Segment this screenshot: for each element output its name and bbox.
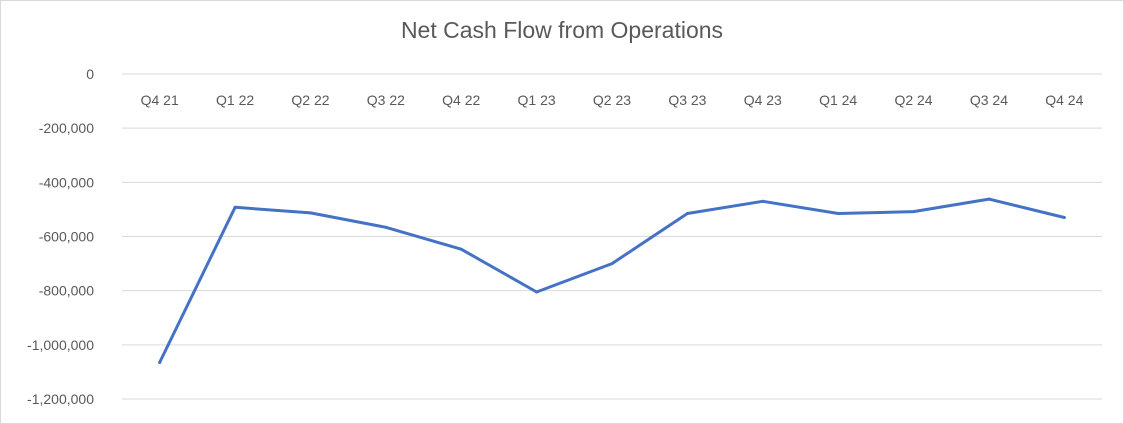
data-point — [158, 360, 162, 364]
data-point — [836, 211, 840, 215]
x-tick-label: Q1 24 — [819, 92, 857, 108]
y-tick-label: -1,000,000 — [27, 337, 94, 353]
data-point — [912, 210, 916, 214]
x-tick-label: Q2 22 — [291, 92, 329, 108]
series-line — [158, 197, 1066, 364]
x-tick-label: Q3 23 — [668, 92, 706, 108]
x-tick-label: Q1 22 — [216, 92, 254, 108]
y-tick-label: -400,000 — [39, 174, 94, 190]
data-point — [610, 262, 614, 266]
x-tick-label: Q4 22 — [442, 92, 480, 108]
data-point — [987, 197, 991, 201]
x-tick-label: Q4 23 — [744, 92, 782, 108]
data-point — [308, 211, 312, 215]
y-tick-label: -200,000 — [39, 120, 94, 136]
x-tick-label: Q4 21 — [141, 92, 179, 108]
y-tick-label: 0 — [86, 66, 94, 82]
y-tick-label: -600,000 — [39, 229, 94, 245]
data-point — [761, 199, 765, 203]
y-tick-label: -1,200,000 — [27, 391, 94, 407]
x-tick-label: Q3 24 — [970, 92, 1008, 108]
x-tick-label: Q2 24 — [894, 92, 932, 108]
data-point — [535, 290, 539, 294]
x-tick-label: Q3 22 — [367, 92, 405, 108]
data-point — [685, 211, 689, 215]
x-tick-label: Q2 23 — [593, 92, 631, 108]
chart-title: Net Cash Flow from Operations — [400, 17, 724, 43]
y-tick-label: -800,000 — [39, 283, 94, 299]
data-point — [384, 225, 388, 229]
data-point — [233, 205, 237, 209]
x-tick-label: Q4 24 — [1045, 92, 1083, 108]
data-point — [1062, 216, 1066, 220]
data-point — [459, 247, 463, 251]
x-tick-label: Q1 23 — [518, 92, 556, 108]
